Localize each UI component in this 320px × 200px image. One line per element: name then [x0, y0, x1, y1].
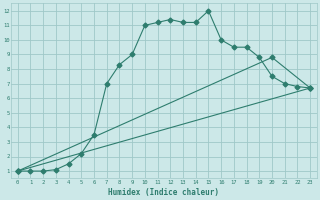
X-axis label: Humidex (Indice chaleur): Humidex (Indice chaleur) [108, 188, 220, 197]
